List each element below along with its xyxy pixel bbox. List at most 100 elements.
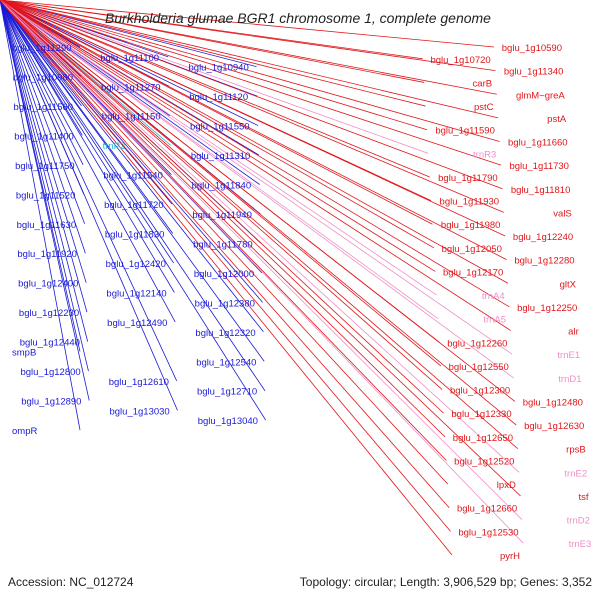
reverse-label-connector bbox=[0, 0, 517, 426]
reverse-label-connector bbox=[0, 0, 450, 509]
forward-gene-label: bglu_1g12140 bbox=[106, 289, 166, 300]
reverse-label-connector bbox=[0, 0, 516, 402]
reverse-label-connector bbox=[0, 0, 503, 190]
forward-gene-label: smpB bbox=[12, 347, 36, 358]
forward-gene-label: bglu_1g11830 bbox=[105, 230, 165, 241]
forward-gene-label: bglu_1g11310 bbox=[191, 151, 251, 162]
forward-gene-label: bglu_1g11150 bbox=[102, 112, 161, 123]
forward-label-connector bbox=[0, 0, 89, 372]
forward-label-connector bbox=[0, 0, 266, 391]
reverse-label-connector bbox=[0, 0, 430, 178]
reverse-gene-label: trnE2 bbox=[564, 468, 587, 479]
forward-gene-label: bglu_1g12400 bbox=[18, 279, 78, 290]
reverse-gene-label: bglu_1g11340 bbox=[504, 67, 564, 78]
reverse-gene-label: bglu_1g11810 bbox=[511, 185, 571, 196]
reverse-gene-label: bglu_1g12330 bbox=[451, 409, 511, 420]
reverse-gene-label: bglu_1g11730 bbox=[509, 161, 569, 172]
forward-gene-label: bglu_1g11560 bbox=[14, 102, 74, 113]
forward-gene-label: bglu_1g12710 bbox=[197, 387, 257, 398]
forward-label-connector bbox=[0, 0, 88, 313]
forward-label-connector bbox=[0, 0, 85, 224]
reverse-gene-label: trnE3 bbox=[569, 539, 592, 550]
forward-gene-label: bglu_1g11550 bbox=[190, 122, 250, 133]
forward-label-connector bbox=[0, 0, 81, 431]
reverse-gene-label: bglu_1g12630 bbox=[524, 421, 584, 432]
reverse-gene-label: trnE1 bbox=[557, 350, 580, 361]
reverse-label-connector bbox=[0, 0, 518, 449]
reverse-label-connector bbox=[0, 0, 497, 95]
forward-gene-label: bglu_1g11120 bbox=[189, 92, 248, 103]
reverse-gene-label: bglu_1g12240 bbox=[513, 232, 573, 243]
reverse-gene-label: bglu_1g11930 bbox=[440, 197, 500, 208]
reverse-label-connector bbox=[0, 0, 523, 520]
reverse-label-connector bbox=[0, 0, 443, 390]
reverse-label-connector bbox=[0, 0, 435, 249]
forward-gene-label: bglu_1g12490 bbox=[107, 318, 167, 329]
reverse-label-connector bbox=[0, 0, 444, 414]
reverse-label-connector bbox=[0, 0, 506, 237]
forward-label-connector bbox=[0, 0, 264, 333]
forward-label-connector bbox=[0, 0, 178, 382]
reverse-gene-label: bglu_1g10720 bbox=[430, 55, 490, 66]
reverse-gene-label: gltX bbox=[560, 279, 577, 290]
reverse-gene-label: glmM~greA bbox=[516, 90, 565, 101]
forward-gene-label: bglu_1g10980 bbox=[13, 72, 73, 83]
forward-gene-label: bglu_1g12890 bbox=[21, 397, 81, 408]
reverse-label-connector bbox=[0, 0, 502, 166]
reverse-label-connector bbox=[0, 0, 511, 331]
forward-label-connector bbox=[0, 0, 84, 166]
gene-label-layer: bglu_1g11290bglu_1g11100bglu_1g10940bglu… bbox=[12, 43, 591, 562]
reverse-gene-label: alr bbox=[568, 327, 579, 338]
reverse-gene-label: trnD2 bbox=[567, 516, 590, 527]
reverse-label-connector bbox=[0, 0, 496, 72]
forward-gene-label: bglu_1g12380 bbox=[195, 298, 255, 309]
reverse-label-connector bbox=[0, 0, 521, 497]
reverse-gene-label: tsf bbox=[578, 492, 588, 503]
forward-gene-label: bglu_1g11540 bbox=[103, 171, 163, 182]
reverse-gene-label: bglu_1g12550 bbox=[449, 362, 509, 373]
reverse-gene-label: bglu_1g12300 bbox=[450, 386, 510, 397]
reverse-label-connector bbox=[0, 0, 426, 107]
reverse-label-connector bbox=[0, 0, 436, 272]
reverse-gene-label: bglu_1g11790 bbox=[438, 173, 498, 184]
forward-label-connector bbox=[0, 0, 263, 303]
forward-gene-label: bglu_1g11940 bbox=[192, 210, 252, 221]
forward-label-connector bbox=[0, 0, 257, 68]
forward-gene-label: bglu_1g12230 bbox=[19, 308, 79, 319]
forward-gene-label: bglu_1g11920 bbox=[17, 249, 77, 260]
forward-label-connector bbox=[0, 0, 174, 264]
reverse-gene-label: bglu_1g12050 bbox=[442, 244, 502, 255]
reverse-label-connector bbox=[0, 0, 520, 473]
forward-label-connector bbox=[0, 0, 87, 283]
reverse-label-connector bbox=[0, 0, 499, 119]
reverse-label-connector bbox=[0, 0, 514, 379]
forward-gene-label: bglu_1g13030 bbox=[109, 406, 169, 417]
forward-gene-label: bglu_1g11780 bbox=[193, 239, 253, 250]
reverse-label-connector bbox=[0, 0, 524, 544]
forward-label-connector bbox=[0, 0, 267, 421]
forward-label-connector bbox=[0, 0, 259, 126]
reverse-gene-label: bglu_1g12480 bbox=[523, 397, 583, 408]
reverse-label-connector bbox=[0, 0, 500, 142]
forward-gene-label: bglu_1g13040 bbox=[198, 416, 258, 427]
forward-label-connector bbox=[0, 0, 260, 185]
reverse-gene-label: bglu_1g11590 bbox=[435, 126, 495, 137]
forward-gene-label: bglu_1g11840 bbox=[192, 180, 252, 191]
reverse-gene-label: bglu_1g12170 bbox=[443, 267, 503, 278]
forward-gene-label: bglu_1g11290 bbox=[12, 43, 72, 54]
forward-gene-label: bglu_1g11100 bbox=[100, 53, 159, 64]
reverse-gene-label: bglu_1g12250 bbox=[517, 303, 577, 314]
reverse-gene-label: carB bbox=[473, 78, 493, 89]
reverse-gene-label: bglu_1g12530 bbox=[458, 527, 518, 538]
forward-gene-label: bglu_1g11750 bbox=[15, 161, 75, 172]
forward-gene-label: bglu_1g12000 bbox=[194, 269, 254, 280]
forward-label-connector bbox=[0, 0, 176, 323]
reverse-label-connector bbox=[0, 0, 513, 355]
reverse-gene-label: lpxD bbox=[497, 480, 516, 491]
reverse-label-connector bbox=[0, 0, 453, 556]
forward-label-connector bbox=[0, 0, 89, 342]
forward-gene-label: bglu_1g12420 bbox=[106, 259, 166, 270]
forward-gene-label: bglu_1g12440 bbox=[20, 338, 80, 349]
